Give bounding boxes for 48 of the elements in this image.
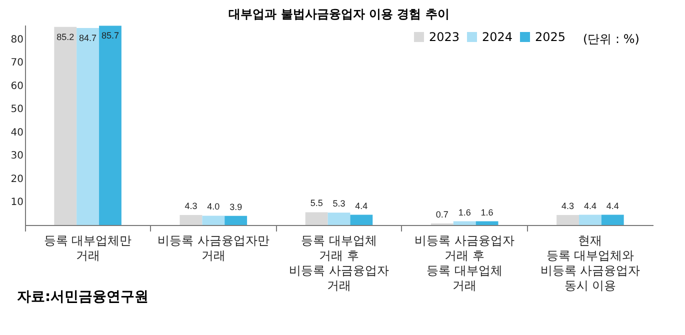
x-tick-label: 등록 대부업체 거래 후 비등록 사금융업자 거래 bbox=[289, 234, 389, 292]
bar bbox=[54, 26, 77, 225]
data-label: 4.0 bbox=[207, 202, 220, 212]
data-label: 5.3 bbox=[332, 198, 346, 209]
data-label: 4.3 bbox=[184, 201, 198, 211]
data-label: 84.7 bbox=[79, 33, 97, 44]
bar bbox=[578, 214, 602, 225]
y-tick-label: 10 bbox=[10, 197, 24, 208]
data-label: 85.2 bbox=[56, 32, 74, 42]
bar bbox=[453, 221, 476, 225]
data-label: 1.6 bbox=[480, 207, 494, 218]
x-tick-label: 등록 대부업체만 거래 bbox=[44, 234, 132, 262]
data-label: 5.5 bbox=[310, 198, 323, 208]
legend-label: 2023 bbox=[429, 30, 460, 44]
y-tick-label: 70 bbox=[10, 58, 24, 69]
y-tick-label: 80 bbox=[10, 34, 24, 46]
data-label: 1.6 bbox=[458, 207, 471, 218]
bar bbox=[305, 212, 328, 225]
data-label: 85.7 bbox=[101, 30, 119, 41]
x-tick-label: 비등록 사금융업자만 거래 bbox=[157, 234, 270, 262]
x-tick-label: 비등록 사금융업자 거래 후 등록 대부업체 거래 bbox=[414, 234, 515, 292]
y-tick-label: 20 bbox=[10, 174, 24, 185]
y-tick-label: 40 bbox=[10, 127, 24, 138]
legend-label: 2024 bbox=[482, 30, 513, 44]
text: 자료:서민금융연구원 bbox=[17, 289, 149, 305]
data-label: 4.4 bbox=[584, 200, 596, 211]
bar bbox=[476, 221, 498, 225]
bar bbox=[99, 26, 122, 225]
data-label: 0.7 bbox=[436, 209, 448, 220]
bar bbox=[180, 215, 202, 225]
data-label: 4.3 bbox=[562, 201, 574, 211]
data-label: 4.4 bbox=[606, 200, 619, 211]
y-tick-label: 50 bbox=[10, 104, 24, 116]
chart-title: 대부업과 불법사금융업자 이용 경험 추이 bbox=[228, 7, 450, 21]
bar bbox=[202, 216, 225, 225]
bar bbox=[601, 214, 624, 225]
data-label: 3.9 bbox=[230, 202, 242, 212]
bar bbox=[328, 212, 350, 225]
data-label: 4.4 bbox=[355, 200, 368, 211]
bar bbox=[350, 214, 373, 225]
bar bbox=[556, 215, 579, 225]
annotation: (단위 : %) bbox=[583, 32, 640, 46]
x-tick-label: 현재 등록 대부업체와 비등록 사금융업자 동시 이용 bbox=[540, 234, 640, 292]
y-tick-label: 30 bbox=[10, 150, 24, 162]
bar bbox=[224, 216, 248, 225]
bar bbox=[76, 28, 100, 225]
legend-label: 2025 bbox=[535, 30, 566, 44]
y-tick-label: 60 bbox=[10, 80, 24, 92]
